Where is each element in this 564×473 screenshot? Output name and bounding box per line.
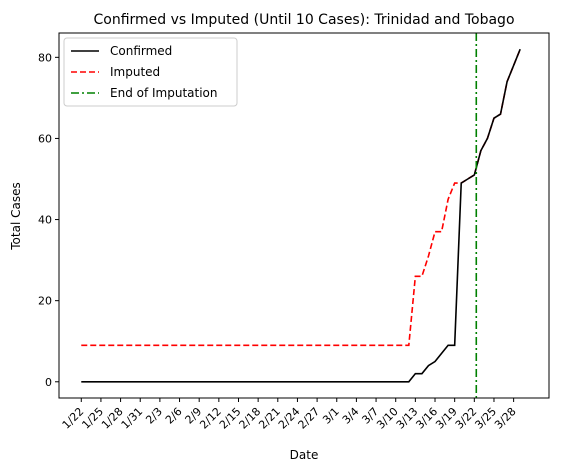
legend: Confirmed Imputed End of Imputation	[63, 37, 238, 107]
y-axis: 0 20 40 60 80	[38, 51, 59, 389]
legend-end-of-imputation-label: End of Imputation	[110, 86, 218, 100]
plot-frame	[58, 32, 550, 399]
x-tick-label: 2/6	[163, 405, 185, 427]
y-tick-label: 40	[38, 214, 52, 227]
y-axis-label: Total Cases	[9, 182, 23, 250]
y-tick-label: 0	[45, 376, 52, 389]
y-tick-label: 20	[38, 295, 52, 308]
x-tick-label: 2/27	[296, 405, 323, 432]
x-tick-label: 2/3	[143, 405, 165, 427]
x-tick-label: 3/1	[320, 405, 342, 427]
y-tick-label: 80	[38, 51, 52, 64]
x-axis: 1/221/251/281/312/32/62/92/122/152/182/2…	[60, 398, 519, 432]
x-axis-label: Date	[290, 448, 319, 462]
legend-box	[63, 37, 238, 107]
x-tick-label: 1/31	[119, 405, 146, 432]
legend-imputed-label: Imputed	[110, 65, 160, 79]
x-tick-label: 3/4	[340, 405, 362, 427]
legend-confirmed-label: Confirmed	[110, 44, 172, 58]
y-tick-label: 60	[38, 132, 52, 145]
series-line-confirmed	[81, 48, 521, 383]
series-layer	[81, 48, 521, 383]
series-line-imputed	[81, 48, 521, 347]
x-tick-label: 3/28	[492, 405, 519, 432]
plot-area	[58, 32, 550, 399]
chart-title: Confirmed vs Imputed (Until 10 Cases): T…	[93, 12, 514, 28]
